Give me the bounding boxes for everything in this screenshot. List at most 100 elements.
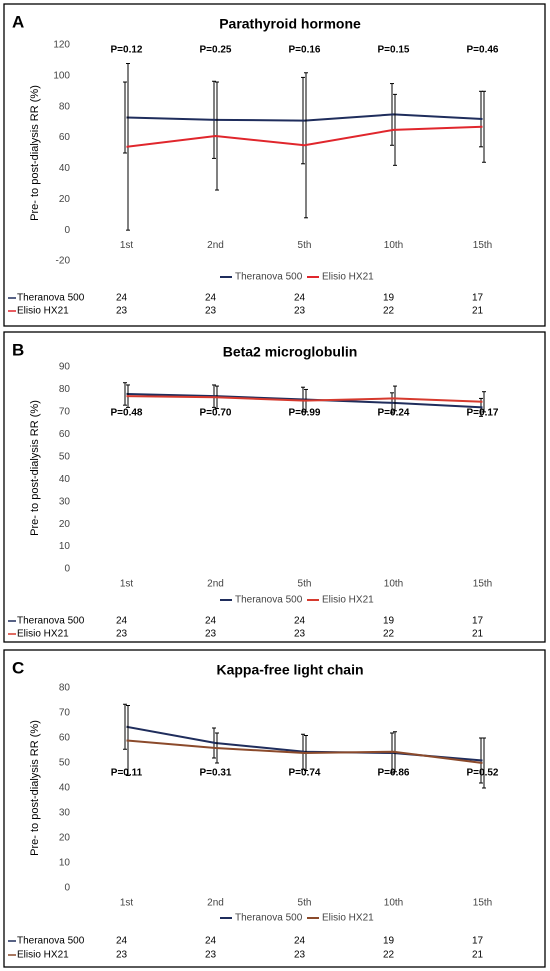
table-cell: 24: [205, 616, 217, 627]
x-tick-label: 1st: [120, 240, 134, 251]
p-value: P=0.46: [467, 45, 499, 56]
error-bar: [482, 391, 486, 413]
table-cell: 23: [116, 950, 128, 961]
table-cell: 24: [116, 936, 128, 947]
p-value: P=0.52: [467, 768, 499, 779]
table-row-label: Theranova 500: [17, 936, 85, 947]
y-axis-label: Pre- to post-dialysis RR (%): [29, 400, 41, 536]
y-tick-label: 100: [53, 70, 70, 81]
table-cell: 21: [472, 950, 484, 961]
table-cell: 23: [294, 950, 306, 961]
x-tick-label: 15th: [473, 898, 492, 909]
y-axis-label: Pre- to post-dialysis RR (%): [29, 720, 41, 856]
table-cell: 24: [205, 293, 217, 304]
legend-label: Elisio HX21: [322, 913, 374, 924]
panel-border: [3, 649, 546, 968]
y-tick-label: 0: [64, 225, 70, 236]
x-tick-label: 2nd: [207, 579, 224, 590]
error-bar: [123, 81, 127, 154]
p-value: P=0.99: [289, 408, 321, 419]
y-tick-label: 50: [59, 758, 71, 769]
y-tick-label: 50: [59, 451, 71, 462]
table-cell: 22: [383, 306, 395, 317]
y-tick-label: 70: [59, 407, 71, 418]
y-tick-label: 30: [59, 808, 71, 819]
legend-label: Theranova 500: [235, 913, 303, 924]
legend-label: Theranova 500: [235, 595, 303, 606]
y-tick-label: 80: [59, 101, 71, 112]
p-value: P=0.31: [200, 768, 232, 779]
table-cell: 19: [383, 616, 395, 627]
table-cell: 24: [205, 936, 217, 947]
table-cell: 21: [472, 629, 484, 640]
table-cell: 23: [116, 629, 128, 640]
table-cell: 17: [472, 293, 484, 304]
y-tick-label: -20: [56, 256, 71, 267]
y-tick-label: 0: [64, 564, 70, 575]
x-tick-label: 10th: [384, 898, 403, 909]
y-tick-label: 30: [59, 496, 71, 507]
table-cell: 23: [205, 950, 217, 961]
table-row-label: Elisio HX21: [17, 950, 69, 961]
panel-border: [3, 331, 546, 643]
table-cell: 19: [383, 293, 395, 304]
error-bar: [123, 703, 127, 750]
series-line: [126, 125, 483, 148]
y-tick-label: 20: [59, 833, 71, 844]
x-tick-label: 5th: [298, 240, 312, 251]
table-cell: 21: [472, 306, 484, 317]
table-row-label: Theranova 500: [17, 616, 85, 627]
y-tick-label: 40: [59, 474, 71, 485]
error-bar: [482, 90, 486, 163]
chart-title: Parathyroid hormone: [219, 16, 361, 32]
y-tick-label: 20: [59, 519, 71, 530]
table-cell: 23: [116, 306, 128, 317]
series-line: [126, 739, 483, 764]
table-cell: 22: [383, 950, 395, 961]
y-tick-label: 10: [59, 541, 71, 552]
p-value: P=0.16: [289, 45, 321, 56]
y-axis-label: Pre- to post-dialysis RR (%): [29, 85, 41, 221]
x-tick-label: 5th: [298, 579, 312, 590]
p-value: P=0.74: [289, 768, 321, 779]
y-tick-label: 60: [59, 132, 71, 143]
y-tick-label: 40: [59, 783, 71, 794]
p-value: P=0.25: [200, 45, 232, 56]
table-cell: 19: [383, 936, 395, 947]
x-tick-label: 10th: [384, 240, 403, 251]
table-row-label: Theranova 500: [17, 293, 85, 304]
table-cell: 24: [294, 616, 306, 627]
table-cell: 17: [472, 936, 484, 947]
table-cell: 23: [294, 629, 306, 640]
p-value: P=0.17: [467, 408, 499, 419]
series-line: [126, 395, 483, 403]
y-tick-label: 80: [59, 683, 71, 694]
error-bar: [123, 382, 127, 406]
x-tick-label: 2nd: [207, 898, 224, 909]
series-line: [126, 392, 483, 409]
p-value: P=0.70: [200, 408, 232, 419]
series-line: [126, 113, 483, 122]
p-value: P=0.11: [111, 768, 143, 779]
y-tick-label: 60: [59, 429, 71, 440]
y-tick-label: 70: [59, 708, 71, 719]
table-cell: 17: [472, 616, 484, 627]
table-cell: 23: [294, 306, 306, 317]
panel-letter: C: [12, 658, 24, 677]
y-tick-label: 90: [59, 362, 71, 373]
p-value: P=0.15: [378, 45, 410, 56]
table-cell: 24: [116, 616, 128, 627]
y-tick-label: 80: [59, 384, 71, 395]
x-tick-label: 1st: [120, 579, 134, 590]
x-tick-label: 1st: [120, 898, 134, 909]
chart-title: Kappa-free light chain: [216, 662, 363, 678]
p-value: P=0.12: [111, 45, 143, 56]
error-bar: [482, 737, 486, 789]
panel-letter: B: [12, 340, 24, 359]
y-tick-label: 10: [59, 858, 71, 869]
y-tick-label: 0: [64, 883, 70, 894]
table-cell: 23: [205, 629, 217, 640]
table-row-label: Elisio HX21: [17, 306, 69, 317]
panel-border: [3, 3, 546, 327]
y-tick-label: 60: [59, 733, 71, 744]
